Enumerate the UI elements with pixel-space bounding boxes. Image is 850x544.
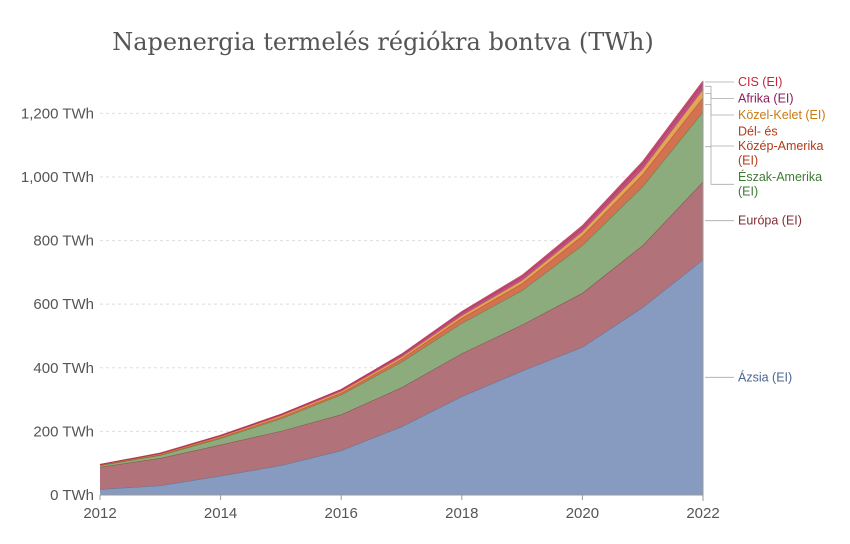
legend: CIS (EI)Afrika (EI)Közel-Kelet (EI)Dél- …	[705, 75, 826, 384]
legend-entry: CIS (EI)	[705, 75, 782, 89]
x-tick-label: 2020	[566, 505, 599, 522]
legend-label: Közép-Amerika	[738, 139, 823, 153]
x-tick-label: 2016	[325, 505, 358, 522]
y-axis-tick-labels: 0 TWh 200 TWh 400 TWh 600 TWh 800 TWh 1,000 T…	[21, 105, 94, 504]
axes	[100, 80, 704, 501]
x-axis-tick-labels: 2012 2014 2016 2018 2020 2022	[83, 495, 720, 522]
legend-leader-line	[705, 104, 734, 147]
legend-label: CIS (EI)	[738, 75, 782, 89]
legend-entry: Észak-Amerika(EI)	[705, 146, 822, 199]
y-tick-label: 1,000 TWh	[21, 169, 94, 186]
legend-label: Ázsia (EI)	[738, 369, 792, 384]
x-tick-label: 2018	[445, 505, 478, 522]
series-line	[99, 80, 704, 465]
series-area	[100, 111, 703, 468]
y-tick-label: 800 TWh	[33, 233, 94, 250]
chart-title: Napenergia termelés régiókra bontva (TWh…	[112, 28, 653, 56]
legend-label: Észak-Amerika	[738, 169, 822, 184]
x-tick-label: 2014	[204, 505, 237, 522]
y-tick-label: 600 TWh	[33, 296, 94, 313]
x-tick-label: 2022	[686, 505, 719, 522]
legend-label: Európa (EI)	[738, 214, 802, 228]
legend-entry: Európa (EI)	[705, 214, 802, 228]
y-tick-label: 200 TWh	[33, 423, 94, 440]
legend-label: Közel-Kelet (EI)	[738, 108, 826, 122]
legend-leader-line	[705, 85, 734, 99]
legend-entry: Ázsia (EI)	[705, 369, 792, 384]
series-areas	[99, 80, 704, 495]
legend-leader-line	[705, 146, 734, 185]
y-tick-label: 400 TWh	[33, 360, 94, 377]
legend-label: (EI)	[738, 154, 758, 168]
x-tick-label: 2012	[83, 505, 116, 522]
legend-label: Afrika (EI)	[738, 92, 794, 106]
legend-label: Dél- és	[738, 125, 778, 139]
series-area	[100, 259, 703, 495]
y-tick-label: 0 TWh	[50, 487, 94, 504]
legend-entry: Afrika (EI)	[705, 85, 794, 106]
legend-label: (EI)	[738, 185, 758, 199]
y-tick-label: 1,200 TWh	[21, 105, 94, 122]
